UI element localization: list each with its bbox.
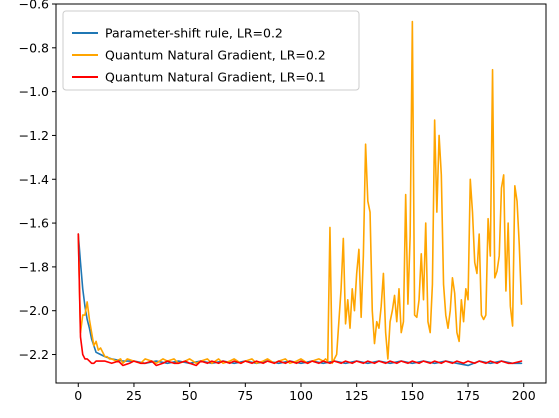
y-tick-label: −1.0: [19, 84, 49, 99]
x-tick-label: 0: [74, 388, 82, 403]
x-tick-label: 75: [237, 388, 253, 403]
series-line-2: [77, 233, 523, 367]
y-tick-label: −0.8: [19, 40, 49, 55]
y-tick-label: −1.2: [19, 128, 49, 143]
legend-item-qng-lr-0-1: Quantum Natural Gradient, LR=0.1: [72, 70, 326, 85]
legend-item-qng-lr-0-2: Quantum Natural Gradient, LR=0.2: [72, 48, 326, 63]
y-axis: −2.2 −2.0 −1.8 −1.6 −1.4 −1.2 −1.0 −0.8 −0.6: [19, 0, 56, 362]
series-layer: [77, 20, 523, 367]
x-axis: 0 25 50 75 100 125 150 175 200: [74, 383, 536, 403]
x-tick-label: 175: [456, 388, 480, 403]
legend-item-parameter-shift: Parameter-shift rule, LR=0.2: [72, 26, 283, 41]
x-tick-label: 25: [126, 388, 142, 403]
legend: Parameter-shift rule, LR=0.2 Quantum Nat…: [62, 10, 360, 91]
y-tick-label: −1.6: [19, 216, 49, 231]
x-tick-label: 50: [182, 388, 198, 403]
y-tick-label: −1.8: [19, 259, 49, 274]
x-tick-label: 100: [289, 388, 313, 403]
x-tick-label: 200: [512, 388, 536, 403]
x-tick-label: 150: [400, 388, 424, 403]
y-tick-label: −2.2: [19, 347, 49, 362]
plot-frame: [55, 3, 547, 384]
y-tick-label: −1.4: [19, 172, 49, 187]
series-line-1: [77, 20, 523, 365]
y-tick-label: −2.0: [19, 303, 49, 318]
legend-label-qng-lr-0-2: Quantum Natural Gradient, LR=0.2: [105, 48, 326, 63]
legend-label-parameter-shift: Parameter-shift rule, LR=0.2: [105, 26, 283, 41]
x-tick-label: 125: [345, 388, 369, 403]
y-tick-label: −0.6: [19, 0, 49, 12]
legend-box: [62, 10, 360, 91]
legend-label-qng-lr-0-1: Quantum Natural Gradient, LR=0.1: [105, 70, 326, 85]
